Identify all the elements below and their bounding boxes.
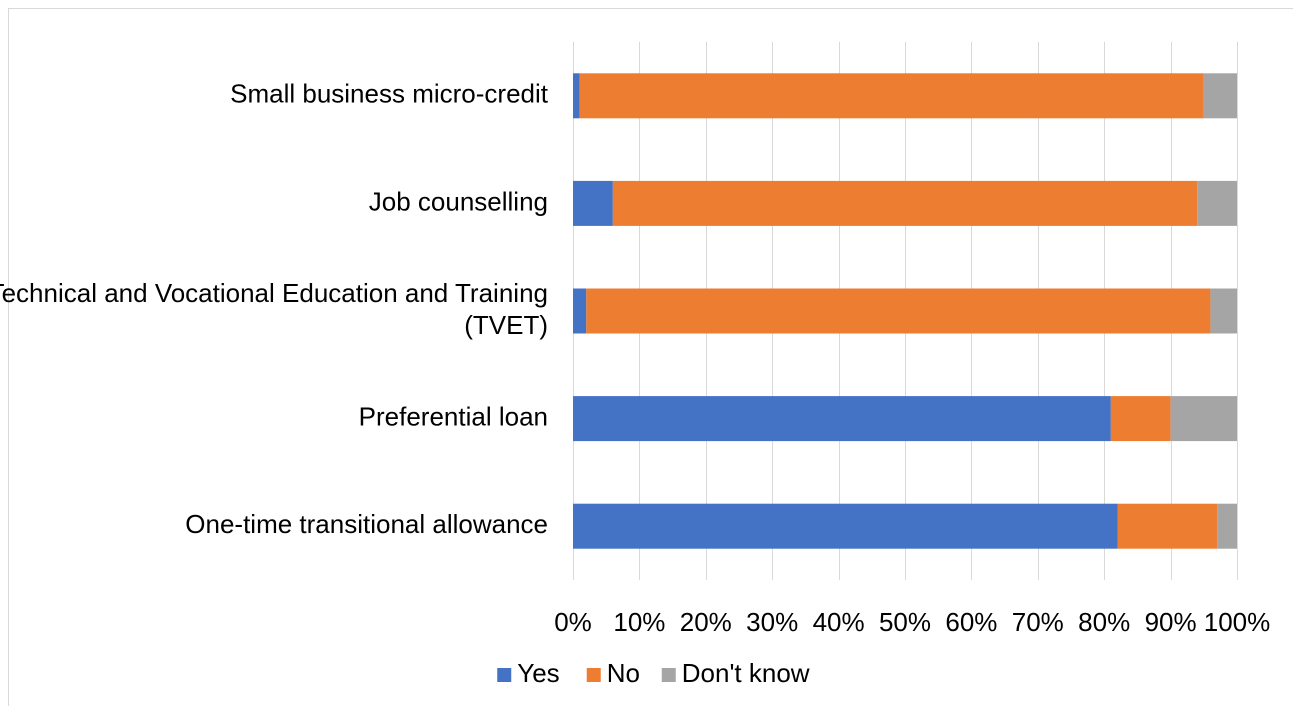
- bar-segment: [1170, 396, 1237, 442]
- bar-segment: [573, 180, 613, 226]
- bar-segment: [573, 396, 1111, 442]
- bar-segment: [579, 73, 1204, 119]
- legend-label: Don't know: [682, 658, 810, 688]
- legend-swatch: [497, 668, 512, 682]
- legend-label: No: [607, 658, 640, 688]
- legend-label: Yes: [517, 658, 559, 688]
- bar-segment: [1197, 180, 1237, 226]
- category-label: (TVET): [464, 310, 548, 340]
- bar-segment: [1117, 503, 1218, 549]
- x-tick-label: 0%: [554, 607, 592, 637]
- x-tick-label: 10%: [613, 607, 665, 637]
- legend-swatch: [586, 668, 601, 682]
- legend: Yes No Don't know: [497, 658, 810, 688]
- category-label: Small business micro-credit: [230, 79, 549, 109]
- x-tick-label: 20%: [680, 607, 732, 637]
- bars: [573, 73, 1237, 549]
- bar-segment: [573, 73, 580, 119]
- x-axis-tick-labels: 0% 10% 20% 30% 40% 50% 60% 70% 80% 90% 100%: [554, 607, 1270, 637]
- legend-swatch: [661, 668, 676, 682]
- category-label: Preferential loan: [359, 401, 548, 431]
- category-labels: Small business micro-credit Job counselli…: [0, 79, 549, 539]
- bar-segment: [586, 288, 1211, 334]
- category-label: Job counselling: [369, 186, 548, 216]
- x-tick-label: 90%: [1145, 607, 1197, 637]
- x-tick-label: 50%: [879, 607, 931, 637]
- bar-segment: [612, 180, 1198, 226]
- category-label: Technical and Vocational Education and T…: [0, 278, 548, 308]
- x-tick-label: 60%: [945, 607, 997, 637]
- bar-segment: [1210, 288, 1237, 334]
- x-tick-label: 70%: [1012, 607, 1064, 637]
- x-tick-label: 40%: [813, 607, 865, 637]
- bar-segment: [573, 288, 587, 334]
- bar-segment: [1110, 396, 1171, 442]
- x-tick-label: 80%: [1078, 607, 1130, 637]
- category-label: One-time transitional allowance: [185, 509, 548, 539]
- x-tick-label: 30%: [746, 607, 798, 637]
- bar-segment: [1217, 503, 1237, 549]
- bar-segment: [1203, 73, 1237, 119]
- x-tick-label: 100%: [1204, 607, 1271, 637]
- bar-segment: [573, 503, 1118, 549]
- chart-frame: [8, 8, 1293, 706]
